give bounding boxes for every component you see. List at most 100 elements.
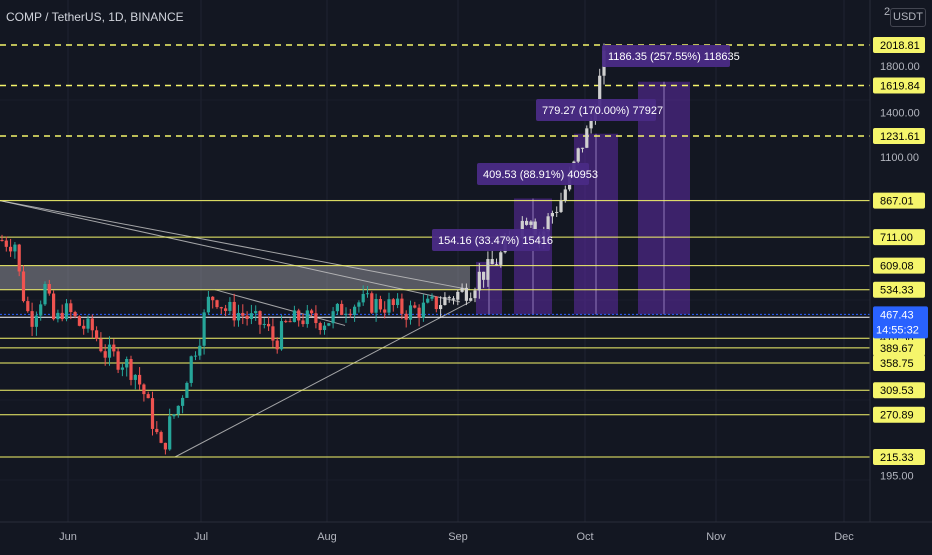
candle-body xyxy=(90,318,94,331)
candle-body xyxy=(142,384,146,395)
consolidation-zone xyxy=(0,265,470,290)
level-label: 1619.84 xyxy=(880,81,920,93)
candle-body xyxy=(310,310,314,314)
currency-button[interactable]: USDT xyxy=(890,8,926,27)
candle-body xyxy=(279,321,284,350)
candle-body xyxy=(546,216,550,232)
candle-body xyxy=(443,297,447,306)
level-label-bg xyxy=(873,382,925,399)
level-label-bg xyxy=(873,229,925,246)
candle-body xyxy=(318,323,322,331)
candle-body xyxy=(473,290,477,299)
candle-body xyxy=(245,315,249,319)
candle-body xyxy=(202,312,206,346)
candle-body xyxy=(211,296,215,301)
trendlines xyxy=(0,200,471,458)
candle-body xyxy=(331,311,335,324)
projection-label: 154.16 (33.47%) 15416 xyxy=(438,235,553,247)
candle-body xyxy=(60,312,64,320)
candle-body xyxy=(275,340,279,350)
scale-mark: 2 xyxy=(884,6,891,18)
level-label-bg xyxy=(873,281,925,298)
candle-body xyxy=(86,318,90,329)
candle-body xyxy=(64,303,69,320)
candle-body xyxy=(219,307,223,309)
candle-body xyxy=(258,311,262,325)
candle-body xyxy=(460,287,464,292)
candle-body xyxy=(529,221,533,225)
candle-body xyxy=(426,298,430,303)
candle-body xyxy=(198,345,202,356)
current-price-label: 467.43 xyxy=(880,309,914,321)
candle-body xyxy=(370,293,374,313)
candle-body xyxy=(172,414,176,417)
candle-body xyxy=(598,75,602,112)
candle-body xyxy=(525,220,529,225)
candle-body xyxy=(589,120,593,129)
current-price-bg xyxy=(873,306,928,339)
candle-body xyxy=(374,299,378,313)
x-tick-label: Dec xyxy=(834,531,854,543)
level-label: 309.53 xyxy=(880,385,914,397)
candle-body xyxy=(490,259,494,265)
trendline xyxy=(174,301,471,458)
candle-body xyxy=(413,305,417,308)
candle-body xyxy=(327,323,331,326)
level-label-bg xyxy=(873,127,925,144)
candle-body xyxy=(340,303,344,315)
candle-body xyxy=(477,271,481,291)
candle-body xyxy=(284,321,288,323)
x-tick-label: Nov xyxy=(706,531,726,543)
candle-body xyxy=(241,312,245,316)
candle-body xyxy=(21,271,26,302)
candle-body xyxy=(344,313,348,315)
candle-body xyxy=(47,283,51,294)
candle-body xyxy=(236,312,241,321)
projection-label-bg xyxy=(602,45,730,67)
trendline xyxy=(0,200,471,291)
candle-body xyxy=(125,359,129,368)
trendline xyxy=(0,200,461,303)
candle-body xyxy=(133,374,137,380)
candle-body xyxy=(262,323,266,325)
projection-label: 409.53 (88.91%) 40953 xyxy=(483,169,598,181)
candle-body xyxy=(322,325,327,331)
candle-body xyxy=(168,416,172,450)
y-tick-label: 1100.00 xyxy=(880,152,919,164)
x-tick-label: Jun xyxy=(59,531,77,543)
candles xyxy=(0,43,606,455)
grid xyxy=(67,0,845,522)
candle-body xyxy=(288,321,292,323)
candle-body xyxy=(430,296,434,299)
candle-body xyxy=(335,303,339,312)
candle-body xyxy=(533,221,537,235)
candle-body xyxy=(378,299,382,310)
candle-body xyxy=(469,298,473,301)
level-label: 2018.81 xyxy=(880,40,920,52)
candle-body xyxy=(499,252,503,265)
candle-body xyxy=(9,246,13,252)
candle-body xyxy=(13,244,17,252)
candle-body xyxy=(193,355,198,357)
candle-body xyxy=(82,325,86,329)
candle-body xyxy=(26,301,30,312)
level-labels: 2018.81 1619.84 1231.61 867.01 711.00 609.08 5… xyxy=(873,37,928,465)
candle-body xyxy=(39,304,43,316)
candle-body xyxy=(77,316,81,326)
candle-body xyxy=(464,287,468,301)
candle-body xyxy=(176,405,180,415)
level-label-bg xyxy=(873,257,925,274)
x-tick-label: Sep xyxy=(448,531,468,543)
candle-body xyxy=(563,189,567,201)
symbol-title: COMP / TetherUS, 1D, BINANCE xyxy=(6,10,184,24)
level-label: 270.89 xyxy=(880,410,914,422)
candle-body xyxy=(391,299,395,306)
y-tick-label: 1800.00 xyxy=(880,61,920,73)
x-tick-label: Oct xyxy=(576,531,593,543)
level-label: 867.01 xyxy=(880,196,914,208)
candle-body xyxy=(494,264,499,266)
candle-body xyxy=(30,311,34,327)
candle-body xyxy=(17,244,21,272)
level-label: 389.67 xyxy=(880,343,914,355)
